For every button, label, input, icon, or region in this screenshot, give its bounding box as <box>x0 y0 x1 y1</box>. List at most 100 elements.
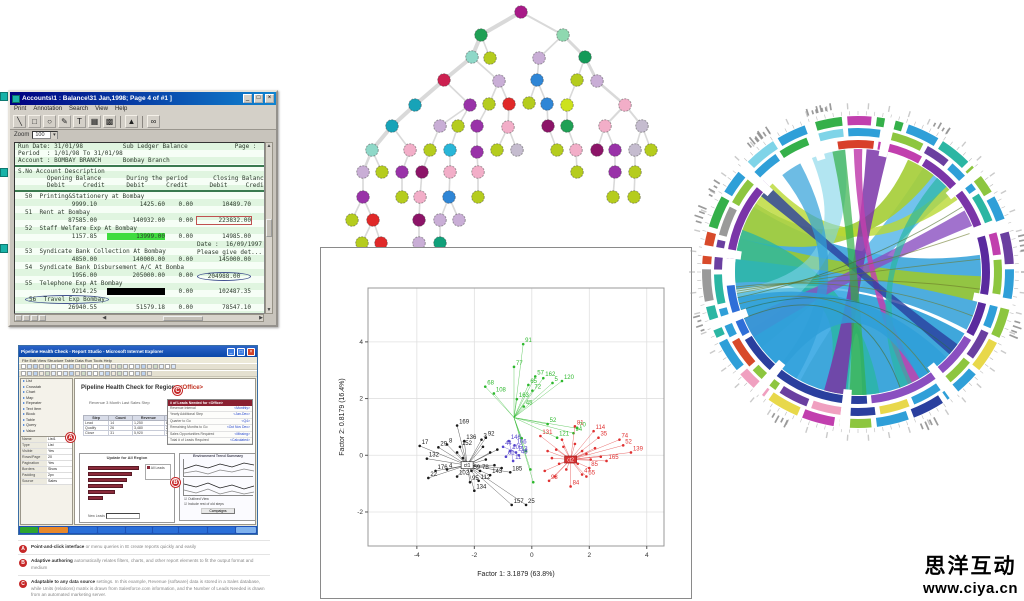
toolbar-button-icon[interactable] <box>93 371 98 376</box>
toolbar-button-icon[interactable] <box>147 364 152 369</box>
taskbar-button[interactable] <box>236 527 256 533</box>
property-row[interactable]: Source Sales <box>21 479 72 485</box>
scroll-thumb[interactable] <box>266 219 272 237</box>
toolbar-button-icon[interactable] <box>33 371 38 376</box>
close-icon[interactable]: × <box>265 94 274 103</box>
toolbar-button-icon[interactable] <box>129 371 134 376</box>
toolbar-button-icon[interactable] <box>81 364 86 369</box>
toolbar-button-icon[interactable] <box>117 364 122 369</box>
taskbar-button[interactable] <box>38 527 69 533</box>
menu-item-print[interactable]: Print <box>14 106 27 112</box>
taskbar-button[interactable] <box>126 527 152 533</box>
toolbar-button-icon[interactable] <box>51 371 56 376</box>
toolbar-button-icon[interactable] <box>129 364 134 369</box>
taskbar-button[interactable] <box>69 527 97 533</box>
rect-tool-icon[interactable]: □ <box>28 115 41 128</box>
page-nav-button[interactable] <box>15 315 22 321</box>
toolbar-button-icon[interactable] <box>21 371 26 376</box>
menu-item-help[interactable]: Help <box>114 106 128 112</box>
toolbar-button-icon[interactable] <box>87 364 92 369</box>
toolbar-button-icon[interactable] <box>153 364 158 369</box>
toolbar-button-icon[interactable] <box>123 364 128 369</box>
toolbar-button-icon[interactable] <box>69 371 74 376</box>
toolbar-button-icon[interactable] <box>105 371 110 376</box>
checkbox-option[interactable]: ☑ Outlined View <box>184 497 209 501</box>
image-tool-icon[interactable]: ▩ <box>103 115 116 128</box>
toolbar-button-icon[interactable] <box>141 371 146 376</box>
tree-item-table[interactable]: ▸ Table <box>23 417 35 422</box>
chart-tool-icon[interactable]: ▲ <box>125 115 138 128</box>
toolbar-button-icon[interactable] <box>45 364 50 369</box>
toolbar-button-icon[interactable] <box>75 364 80 369</box>
stamp-tool-icon[interactable]: ▦ <box>88 115 101 128</box>
toolbar-button-icon[interactable] <box>123 371 128 376</box>
tree-item-list[interactable]: ▸ List <box>23 379 32 383</box>
toolbar-button-icon[interactable] <box>99 364 104 369</box>
toolbar-button-icon[interactable] <box>105 364 110 369</box>
scroll-right-icon[interactable]: ▶ <box>259 315 263 321</box>
toolbar-button-icon[interactable] <box>63 371 68 376</box>
ledger-row[interactable]: 50 Printing&Stationery at Bombay 9999.10 1… <box>15 193 264 209</box>
tree-item-value[interactable]: ▸ Value <box>23 428 36 433</box>
vertical-scrollbar[interactable]: ▲ ▼ <box>265 142 273 314</box>
infobox-row[interactable]: Quarter to Go <Q4> <box>168 419 252 426</box>
toolbar-button-icon[interactable] <box>171 364 176 369</box>
menu-item-annotation[interactable]: Annotation <box>33 106 63 112</box>
tree-item-repeater[interactable]: ▸ Repeater <box>23 401 42 405</box>
toolbar-button-icon[interactable] <box>39 364 44 369</box>
toolbar-button-icon[interactable] <box>27 364 32 369</box>
report-menubar[interactable]: File Edit View Structure Table Data Run … <box>19 357 257 363</box>
line-tool-icon[interactable]: ╲ <box>13 115 26 128</box>
checkbox-option[interactable]: ☑ Include rest of old steps <box>184 502 224 506</box>
toolbar-button-icon[interactable] <box>75 371 80 376</box>
ledger-row[interactable]: 51 Rent at Bombay 87585.00 140932.00 0.00 22… <box>15 209 264 225</box>
property-row[interactable]: Padding 2px <box>21 473 72 479</box>
toolbar-button-icon[interactable] <box>81 371 86 376</box>
text-tool-icon[interactable]: T <box>73 115 86 128</box>
toolbar-button-icon[interactable] <box>63 364 68 369</box>
menu-item-search[interactable]: Search <box>69 106 89 112</box>
taskbar-button[interactable] <box>207 527 236 533</box>
toolbar-button-icon[interactable] <box>159 364 164 369</box>
toolbar-button-icon[interactable] <box>45 371 50 376</box>
zoom-select[interactable]: 100 ▾ <box>32 131 59 139</box>
toolbar-button-icon[interactable] <box>135 371 140 376</box>
infobox-row[interactable]: Remaining Months to Go <Oct Nov Dec> <box>168 425 252 432</box>
taskbar[interactable] <box>19 526 257 534</box>
menu-item-view[interactable]: View <box>95 106 108 112</box>
minimize-icon[interactable]: _ <box>227 347 235 356</box>
property-row[interactable]: Borders Show <box>21 467 72 473</box>
report-titlebar[interactable]: Pipeline Health Check - Report Studio - … <box>19 346 257 357</box>
toolbar-button-icon[interactable] <box>57 364 62 369</box>
toolbar-button-icon[interactable] <box>21 364 26 369</box>
search-binoculars-icon[interactable]: ∞ <box>147 115 160 128</box>
ellipse-tool-icon[interactable]: ○ <box>43 115 56 128</box>
toolbar-button-icon[interactable] <box>69 364 74 369</box>
ledger-row[interactable]: 55 Telephone Exp At Bombay 9214.25 0.00 102… <box>15 280 264 296</box>
taskbar-button[interactable] <box>97 527 126 533</box>
maximize-icon[interactable]: □ <box>237 347 245 356</box>
toolbar-button-icon[interactable] <box>117 371 122 376</box>
toolbar-button-icon[interactable] <box>165 364 170 369</box>
page-nav-button[interactable] <box>23 315 30 321</box>
tree-item-crosstab[interactable]: ▸ Crosstab <box>23 384 42 389</box>
region-parameter[interactable]: <Office> <box>179 385 204 391</box>
tree-item-chart[interactable]: ▸ Chart <box>23 390 36 394</box>
property-row[interactable]: Pagination Yes <box>21 461 72 467</box>
infobox-row[interactable]: Yearly Additional Step <Jan-Dec> <box>168 412 252 419</box>
property-row[interactable]: Type List <box>21 443 72 449</box>
property-row[interactable]: Rows/Page 20 <box>21 455 72 461</box>
tree-item-map[interactable]: ▸ Map <box>23 395 34 400</box>
toolbar-button-icon[interactable] <box>33 364 38 369</box>
toolbar-button-icon[interactable] <box>141 364 146 369</box>
scroll-down-icon[interactable]: ▼ <box>266 307 272 313</box>
toolbar-button-icon[interactable] <box>57 371 62 376</box>
maximize-icon[interactable]: □ <box>254 94 263 103</box>
ledger-row[interactable]: 56 Travel Exp Bombay 26940.55 51579.18 0.00… <box>15 295 264 312</box>
toolbar-button-icon[interactable] <box>135 364 140 369</box>
tree-item-text-item[interactable]: ▸ Text Item <box>23 406 42 411</box>
page-nav-button[interactable] <box>39 315 46 321</box>
property-row[interactable]: Visible Yes <box>21 449 72 455</box>
toolbar-button-icon[interactable] <box>147 371 152 376</box>
toolbar-button-icon[interactable] <box>111 364 116 369</box>
